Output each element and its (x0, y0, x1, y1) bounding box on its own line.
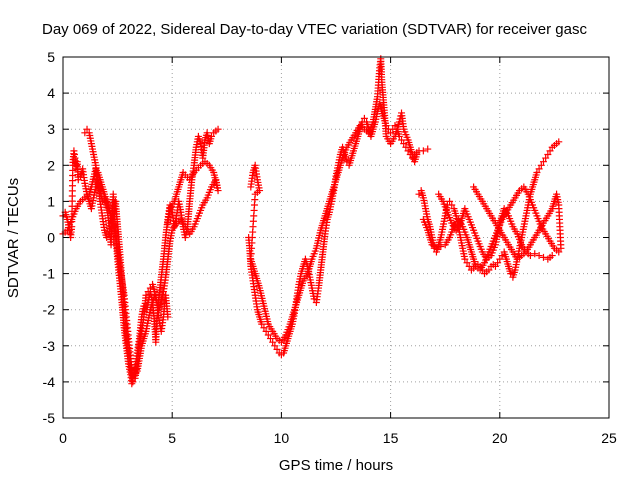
data-point (103, 234, 111, 241)
y-tick-label: 2 (47, 157, 55, 173)
data-point (271, 342, 279, 350)
y-tick-label: -5 (43, 410, 56, 426)
data-point (387, 129, 395, 137)
y-tick-label: 5 (47, 49, 55, 65)
data-point (144, 288, 152, 296)
data-point (539, 253, 547, 261)
y-axis-title: SDTVAR / TECUs (5, 178, 22, 298)
data-point (129, 378, 137, 386)
data-point (463, 259, 471, 267)
data-point (491, 262, 499, 270)
data-point (537, 161, 545, 169)
data-point (395, 118, 403, 126)
x-tick-label: 0 (59, 430, 67, 446)
data-point (74, 176, 82, 184)
x-tick-label: 15 (383, 430, 399, 446)
x-tick-labels: 0 5 10 15 20 25 (59, 430, 617, 446)
y-tick-label: 0 (47, 230, 55, 246)
y-tick-label: -4 (43, 374, 56, 390)
data-point (260, 324, 268, 332)
data-point (465, 262, 473, 270)
data-point (419, 147, 427, 155)
data-point (494, 259, 502, 267)
data-point (533, 169, 541, 177)
data-point (360, 114, 368, 122)
data-point (164, 219, 172, 227)
axis-ticks (62, 56, 610, 419)
data-point (208, 132, 216, 140)
data-point (446, 197, 454, 205)
chart-title: Day 069 of 2022, Sidereal Day-to-day VTE… (42, 21, 587, 38)
data-point (398, 136, 406, 144)
data-point (461, 255, 469, 263)
y-tick-label: 4 (47, 85, 55, 101)
x-axis-title: GPS time / hours (279, 457, 393, 474)
data-point (400, 140, 408, 148)
data-point (535, 252, 543, 260)
data-point (266, 335, 274, 343)
data-point (273, 345, 281, 353)
data-point (83, 125, 91, 133)
data-point (535, 165, 543, 173)
y-tick-label: -3 (43, 338, 56, 354)
data-point (264, 331, 272, 339)
data-point (269, 338, 277, 346)
data-point (546, 147, 554, 155)
data-point (258, 320, 266, 328)
data-point (548, 252, 556, 260)
data-point (555, 138, 563, 146)
data-point (214, 125, 222, 133)
data-point (142, 291, 150, 299)
data-points (59, 55, 565, 388)
y-tick-label: -2 (43, 302, 56, 318)
data-point (542, 154, 550, 162)
x-tick-label: 5 (168, 430, 176, 446)
data-point (526, 252, 534, 260)
data-point (262, 327, 270, 335)
y-tick-labels: -5 -4 -3 -2 -1 0 1 2 3 4 5 (43, 49, 56, 426)
data-point (531, 250, 539, 258)
data-point (539, 158, 547, 166)
data-point (544, 150, 552, 158)
data-point (164, 313, 172, 321)
data-point (437, 243, 445, 251)
x-tick-label: 10 (274, 430, 290, 446)
data-point (413, 150, 421, 158)
data-point (448, 201, 456, 209)
data-point (496, 255, 504, 263)
data-point (432, 244, 440, 252)
data-point (555, 248, 563, 256)
data-point (485, 266, 493, 274)
data-point (424, 145, 432, 153)
y-tick-label: -1 (43, 266, 56, 282)
x-tick-label: 20 (492, 430, 508, 446)
y-tick-label: 3 (47, 121, 55, 137)
y-tick-label: 1 (47, 193, 55, 209)
data-point (470, 183, 478, 191)
x-tick-label: 25 (601, 430, 617, 446)
